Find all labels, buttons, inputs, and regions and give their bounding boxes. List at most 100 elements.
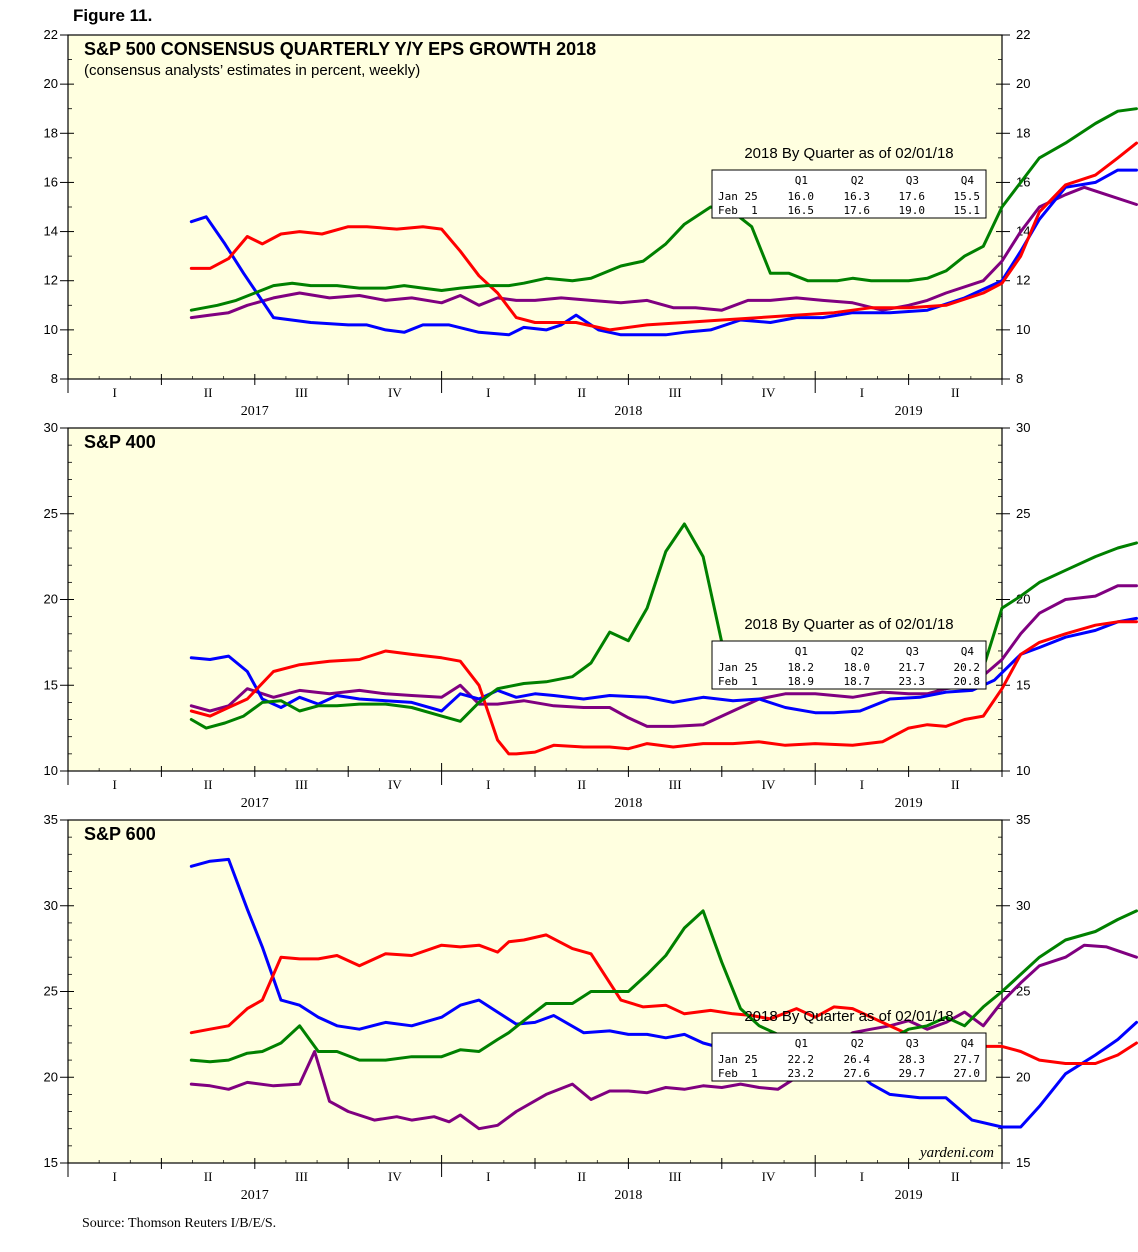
table-row-label: Jan 25 [718,661,758,674]
y-tick-label-left: 15 [44,1155,58,1170]
y-tick-label-left: 20 [44,592,58,607]
y-tick-label-left: 30 [44,420,58,435]
table-header: Q2 [851,1037,864,1050]
x-quarter-label: I [486,777,490,792]
x-quarter-label: II [577,777,586,792]
chart-subtitle: (consensus analysts’ estimates in percen… [84,62,420,79]
y-tick-label-left: 20 [44,76,58,91]
table-title: 2018 By Quarter as of 02/01/18 [744,1008,953,1025]
table-cell: 27.0 [954,1067,981,1080]
x-year-label: 2017 [241,1188,269,1203]
table-cell: 18.9 [788,675,815,688]
x-quarter-label: II [951,777,960,792]
x-quarter-label: III [295,777,308,792]
table-cell: 20.2 [954,661,981,674]
table-header: Q1 [795,645,808,658]
series-line-q3 [189,909,1138,1064]
x-quarter-label: III [669,1169,682,1184]
series-line-q4 [189,584,1138,728]
table-row-label: Jan 25 [718,1053,758,1066]
y-tick-label-right: 8 [1016,371,1023,386]
table-title: 2018 By Quarter as of 02/01/18 [744,616,953,633]
table-cell: 20.8 [954,675,981,688]
x-quarter-label: IV [388,1169,402,1184]
table-box [711,640,987,690]
table-cell: 23.3 [899,675,926,688]
y-tick-label-left: 22 [44,27,58,42]
y-tick-label-right: 12 [1016,273,1030,288]
figure-title: Figure 11. [73,6,153,25]
series-line-q3 [189,107,1138,312]
series-line-q2 [189,141,1138,332]
x-quarter-label: I [486,1169,490,1184]
x-quarter-label: III [669,385,682,400]
x-quarter-label: IV [762,1169,776,1184]
table-cell: 27.6 [844,1067,871,1080]
y-tick-label-right: 22 [1016,27,1030,42]
table-header: Q2 [851,645,864,658]
y-tick-label-right: 30 [1016,420,1030,435]
x-quarter-label: I [860,385,864,400]
y-tick-label-right: 15 [1016,677,1030,692]
table-cell: 15.1 [954,204,981,217]
y-tick-label-right: 25 [1016,506,1030,521]
table-header: Q1 [795,1037,808,1050]
plot-area [67,427,1003,772]
chart-title: S&P 600 [84,824,156,844]
table-title: 2018 By Quarter as of 02/01/18 [744,145,953,162]
table-cell: 17.6 [899,190,926,203]
x-quarter-label: II [577,385,586,400]
y-tick-label-left: 35 [44,812,58,827]
x-year-label: 2018 [614,1188,642,1203]
table-cell: 16.5 [788,204,815,217]
y-tick-label-right: 35 [1016,812,1030,827]
table-cell: 15.5 [954,190,981,203]
y-tick-label-left: 16 [44,174,58,189]
y-tick-label-left: 25 [44,506,58,521]
y-tick-label-right: 20 [1016,1069,1030,1084]
table-box [711,1032,987,1082]
chart-title: S&P 400 [84,432,156,452]
x-quarter-label: II [577,1169,586,1184]
x-quarter-label: IV [762,777,776,792]
y-tick-label-left: 18 [44,125,58,140]
series-line-q4 [189,943,1138,1131]
x-year-label: 2019 [895,1188,923,1203]
y-tick-label-left: 20 [44,1069,58,1084]
table-header: Q3 [906,645,919,658]
table-header: Q1 [795,174,808,187]
x-year-label: 2019 [895,796,923,811]
table-header: Q4 [961,174,975,187]
table-cell: 16.0 [788,190,815,203]
x-year-label: 2018 [614,404,642,419]
x-quarter-label: III [295,1169,308,1184]
plot-area [67,819,1003,1164]
table-cell: 28.3 [899,1053,926,1066]
table-header: Q3 [906,1037,919,1050]
table-header: Q4 [961,645,975,658]
x-year-label: 2017 [241,796,269,811]
y-tick-label-left: 14 [44,224,58,239]
table-box [711,169,987,219]
x-quarter-label: I [113,1169,117,1184]
table-cell: 21.7 [899,661,926,674]
y-tick-label-right: 30 [1016,898,1030,913]
series-line-q1 [189,857,1138,1129]
x-quarter-label: IV [762,385,776,400]
y-tick-label-right: 15 [1016,1155,1030,1170]
y-tick-label-left: 8 [51,371,58,386]
table-cell: 18.2 [788,661,815,674]
x-quarter-label: I [860,1169,864,1184]
x-quarter-label: III [295,385,308,400]
chart-title: S&P 500 CONSENSUS QUARTERLY Y/Y EPS GROW… [84,39,596,59]
x-quarter-label: II [951,1169,960,1184]
table-cell: 19.0 [899,204,926,217]
table-row-label: Feb 1 [718,204,758,217]
table-cell: 17.6 [844,204,871,217]
x-quarter-label: I [486,385,490,400]
x-quarter-label: I [113,777,117,792]
y-tick-label-left: 10 [44,763,58,778]
